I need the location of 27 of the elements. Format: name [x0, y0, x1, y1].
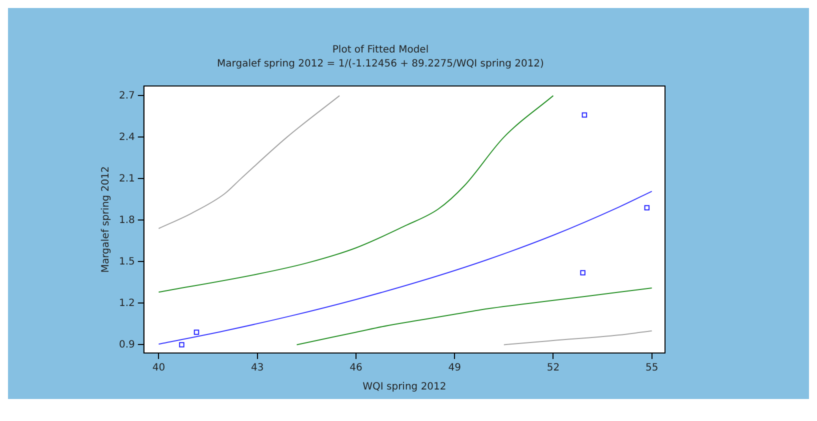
y-tick-label: 1.8: [118, 214, 135, 226]
y-tick-label: 2.7: [118, 90, 135, 102]
point: [179, 342, 184, 348]
y-axis-title: Margalef spring 2012: [100, 166, 112, 273]
x-tick-label: 43: [250, 362, 264, 374]
y-tick-label: 2.1: [118, 173, 135, 184]
line-series: [158, 190, 652, 345]
line-series: [158, 95, 554, 293]
x-tick-label: 40: [152, 362, 166, 374]
chart-title: Plot of Fitted Model: [332, 44, 429, 56]
y-tick-label: 2.4: [118, 132, 135, 143]
line-series: [296, 287, 652, 346]
y-tick-label: 1.2: [118, 298, 135, 309]
x-tick-label: 46: [350, 362, 362, 374]
point: [580, 270, 586, 276]
x-axis-title: WQI spring 2012: [362, 382, 446, 393]
y-tick-label: 0.9: [118, 339, 135, 350]
x-tick-label: 52: [546, 362, 560, 374]
point: [194, 330, 200, 335]
chart-subtitle: Margalef spring 2012 = 1/(-1.12456 + 89.2275/WQI spring 2012): [217, 58, 544, 70]
point: [644, 205, 650, 210]
x-tick-label: 55: [645, 362, 658, 374]
line-series: [158, 95, 340, 229]
point: [582, 112, 588, 118]
x-tick-label: 49: [448, 362, 461, 374]
line-series: [503, 330, 652, 346]
y-tick-label: 1.5: [118, 256, 135, 268]
